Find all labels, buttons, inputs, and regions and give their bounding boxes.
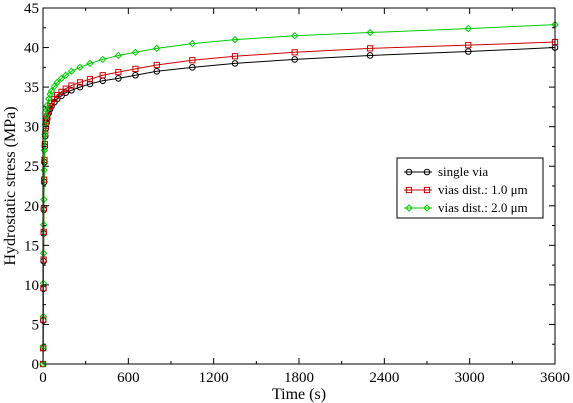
- y-tick-label: 30: [24, 120, 39, 136]
- legend-marker-vias-2um: [405, 204, 431, 212]
- axis-ticks: 0 600 1200 1800 2400 3000 3600 0 5 10 15 20 25 30 35 40…: [24, 1, 570, 386]
- data-point: [114, 51, 123, 60]
- data-point: [57, 74, 66, 83]
- data-point: [39, 249, 48, 257]
- data-point: [131, 48, 140, 57]
- data-point: [50, 82, 59, 91]
- legend-entry-vias-2um: vias dist.: 2.0 μm: [404, 200, 528, 215]
- data-point: [115, 68, 122, 76]
- data-point: [40, 166, 48, 174]
- data-point: [464, 48, 472, 55]
- data-point: [43, 101, 51, 110]
- data-point: [58, 88, 65, 95]
- data-point: [53, 78, 61, 87]
- legend-entry-single-via: single via: [404, 164, 488, 179]
- legend-marker-right: [423, 168, 431, 176]
- x-tick-label: 1200: [199, 370, 229, 386]
- series-layer: [39, 20, 559, 368]
- legend-marker-right: [423, 186, 431, 194]
- x-tick-label: 3000: [455, 370, 485, 386]
- data-point: [153, 61, 160, 69]
- data-point: [42, 106, 51, 114]
- legend-label-vias-2um: vias dist.: 2.0 μm: [438, 200, 528, 215]
- y-tick-label: 40: [24, 41, 39, 57]
- y-tick-label: 25: [24, 159, 39, 175]
- data-point: [44, 95, 53, 103]
- data-point: [67, 67, 76, 75]
- data-point: [62, 89, 70, 96]
- data-point: [62, 71, 70, 79]
- x-axis-title: Time (s): [272, 386, 326, 403]
- data-point: [366, 52, 374, 59]
- y-axis-title: Hydrostatic stress (MPa): [2, 106, 19, 265]
- legend: single via vias dist.: 1.0 μm vias dist.…: [396, 157, 544, 219]
- data-point: [367, 45, 374, 52]
- data-point: [231, 35, 239, 44]
- legend-marker-single-via: [405, 168, 431, 176]
- data-point: [86, 80, 94, 88]
- data-point: [291, 49, 298, 56]
- y-tick-label: 45: [24, 1, 39, 17]
- data-point: [153, 67, 161, 75]
- data-point: [76, 79, 84, 86]
- legend-label-single-via: single via: [438, 164, 488, 179]
- data-point: [291, 56, 299, 63]
- data-point: [188, 39, 197, 48]
- x-tick-label: 3600: [540, 370, 570, 386]
- data-point: [54, 91, 61, 99]
- legend-marker-right: [423, 204, 431, 212]
- data-point: [86, 76, 94, 83]
- y-tick-label: 20: [24, 199, 39, 215]
- data-point: [42, 112, 50, 121]
- data-point: [47, 87, 56, 95]
- data-point: [99, 72, 106, 79]
- data-point: [86, 59, 94, 68]
- x-tick-label: 600: [117, 370, 140, 386]
- y-tick-label: 0: [32, 357, 40, 373]
- series-line-2: [42, 24, 556, 365]
- data-point: [465, 42, 472, 49]
- legend-marker-vias-1um: [405, 186, 431, 194]
- data-point: [153, 44, 161, 53]
- legend-entry-vias-1um: vias dist.: 1.0 μm: [404, 182, 528, 197]
- data-point: [99, 55, 107, 64]
- y-tick-label: 10: [24, 278, 39, 294]
- data-point: [115, 75, 122, 82]
- y-tick-label: 5: [32, 317, 40, 333]
- legend-marker-left: [405, 204, 413, 212]
- legend-marker-left: [405, 186, 413, 194]
- data-point: [62, 85, 69, 92]
- data-point: [291, 31, 299, 40]
- data-point: [40, 146, 49, 155]
- data-point: [132, 71, 139, 79]
- data-point: [76, 83, 84, 91]
- series-2: [39, 20, 559, 368]
- data-point: [58, 92, 65, 100]
- data-point: [40, 195, 48, 204]
- y-tick-label: 35: [24, 80, 39, 96]
- x-tick-label: 0: [39, 370, 47, 386]
- data-point: [231, 60, 239, 67]
- data-point: [40, 221, 48, 229]
- y-tick-label: 15: [24, 238, 39, 254]
- data-point: [189, 57, 196, 64]
- data-point: [366, 28, 374, 37]
- data-point: [39, 360, 47, 368]
- data-point: [132, 65, 139, 73]
- legend-label-vias-1um: vias dist.: 1.0 μm: [438, 182, 528, 197]
- data-point: [68, 82, 75, 89]
- x-tick-label: 1800: [284, 370, 314, 386]
- data-point: [76, 63, 84, 72]
- x-tick-label: 2400: [369, 370, 399, 386]
- data-point: [231, 53, 239, 60]
- legend-marker-left: [405, 168, 413, 176]
- data-point: [189, 64, 196, 71]
- data-point: [464, 24, 472, 33]
